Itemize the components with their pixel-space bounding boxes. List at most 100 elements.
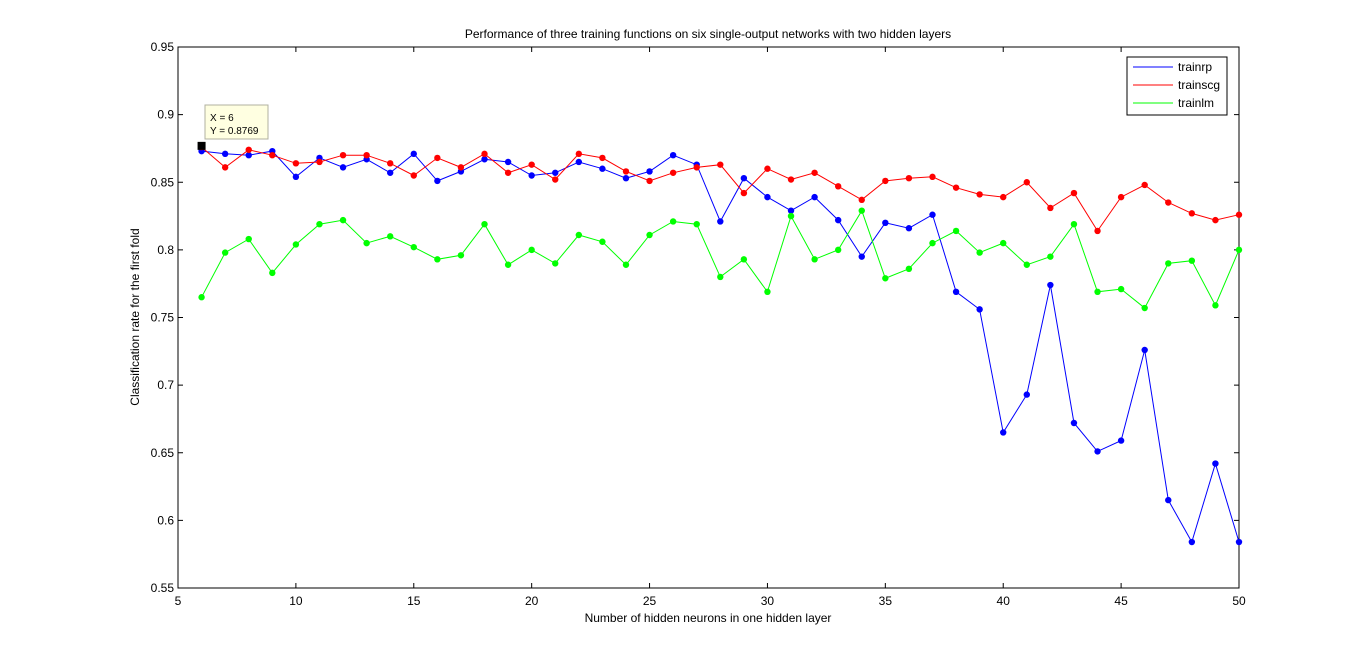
data-point-trainscg: [646, 177, 653, 185]
legend-label-trainlm: trainlm: [1178, 96, 1214, 110]
data-point-trainrp: [764, 193, 771, 201]
data-tip-x: X = 6: [210, 113, 234, 124]
data-point-trainlm: [1188, 257, 1196, 264]
data-point-trainlm: [669, 218, 677, 225]
data-point-trainlm: [363, 239, 370, 247]
data-point-trainlm: [929, 239, 936, 247]
data-point-trainrp: [292, 173, 300, 181]
data-point-trainscg: [1212, 216, 1219, 224]
data-point-trainrp: [1000, 429, 1007, 436]
data-point-trainrp: [882, 219, 889, 227]
data-point-trainlm: [1141, 304, 1148, 312]
y-tick-label: 0.95: [151, 40, 175, 54]
data-point-trainlm: [599, 238, 606, 245]
data-point-trainrp: [599, 165, 606, 172]
x-tick-label: 35: [879, 594, 893, 608]
data-point-trainlm: [316, 220, 323, 228]
y-axis-ticks: 0.55 0.6 0.65 0.7 0.75 0.8 0.85 0.9 0.95: [151, 40, 1239, 595]
data-point-trainscg: [363, 152, 370, 159]
data-point-trainlm: [198, 294, 205, 301]
data-point-trainrp: [1235, 538, 1243, 546]
data-point-trainlm: [1235, 246, 1243, 254]
data-tip-y: Y = 0.8769: [210, 126, 259, 137]
data-point-trainlm: [882, 275, 889, 282]
y-axis-label: Classification rate for the first fold: [128, 228, 142, 405]
data-point-trainlm: [269, 269, 276, 277]
data-point-trainscg: [717, 161, 724, 168]
data-point-trainrp: [976, 306, 983, 313]
x-tick-label: 15: [407, 594, 421, 608]
chart-title: Performance of three training functions …: [465, 27, 951, 41]
legend: trainrp trainscg trainlm: [1126, 56, 1228, 116]
data-point-trainlm: [693, 220, 700, 228]
x-tick-label: 45: [1114, 594, 1128, 608]
data-point-trainscg: [221, 164, 229, 171]
data-point-trainrp: [1165, 496, 1172, 504]
data-point-trainscg: [693, 164, 700, 171]
data-point-trainrp: [528, 172, 535, 179]
data-point-trainrp: [1047, 281, 1054, 289]
data-point-trainscg: [387, 160, 394, 167]
data-point-trainscg: [316, 158, 323, 166]
data-point-trainscg: [1141, 181, 1148, 189]
data-point-trainscg: [1117, 193, 1125, 201]
data-point-trainrp: [811, 193, 818, 201]
data-point-trainscg: [292, 160, 300, 167]
data-point-trainscg: [575, 150, 583, 158]
data-point-trainrp: [1212, 460, 1219, 467]
data-point-trainrp: [622, 174, 630, 182]
data-point-trainrp: [410, 150, 417, 158]
x-tick-label: 20: [525, 594, 539, 608]
data-point-trainlm: [457, 252, 465, 259]
data-point-trainrp: [1141, 346, 1148, 354]
data-point-trainrp: [1023, 391, 1030, 398]
data-point-trainscg: [952, 184, 960, 191]
data-point-trainrp: [339, 164, 347, 171]
data-point-trainlm: [504, 261, 512, 268]
data-point-trainlm: [528, 246, 535, 254]
x-axis-ticks: 5 10 15 20 25 30 35 40 45 50: [175, 47, 1246, 608]
series-trainrp: [198, 147, 1243, 546]
data-point-trainscg: [269, 152, 276, 159]
data-point-trainrp: [858, 253, 865, 260]
x-tick-label: 5: [175, 594, 182, 608]
data-point-trainrp: [434, 177, 441, 185]
data-point-trainlm: [552, 260, 559, 267]
y-tick-label: 0.7: [157, 378, 174, 392]
data-point-trainlm: [858, 207, 865, 214]
data-point-trainscg: [1235, 211, 1243, 218]
data-point-trainrp: [740, 174, 748, 182]
data-point-trainlm: [1070, 220, 1078, 228]
data-point-trainlm: [1094, 288, 1101, 296]
y-tick-label: 0.85: [151, 175, 175, 189]
y-tick-label: 0.8: [157, 243, 174, 257]
y-tick-label: 0.75: [151, 311, 175, 325]
data-point-trainscg: [528, 161, 535, 168]
data-point-trainlm: [1000, 239, 1007, 247]
data-point-trainscg: [552, 176, 559, 183]
data-point-trainlm: [834, 246, 842, 254]
data-point-trainlm: [811, 256, 818, 263]
data-point-trainscg: [481, 150, 488, 158]
data-point-trainrp: [646, 168, 653, 175]
data-point-trainlm: [434, 256, 441, 263]
data-point-trainscg: [504, 169, 512, 176]
data-tip[interactable]: X = 6 Y = 0.8769: [197, 104, 269, 150]
data-point-trainscg: [434, 154, 441, 162]
data-point-trainlm: [339, 216, 347, 224]
data-point-trainlm: [387, 233, 394, 240]
data-point-trainscg: [882, 177, 889, 185]
data-point-trainscg: [976, 191, 983, 198]
data-point-trainrp: [905, 225, 913, 232]
data-point-trainlm: [1117, 285, 1125, 293]
data-tip-marker[interactable]: [197, 141, 206, 150]
x-tick-label: 30: [761, 594, 775, 608]
data-point-trainlm: [410, 243, 417, 251]
data-point-trainscg: [764, 165, 771, 172]
data-point-trainrp: [952, 288, 960, 296]
data-point-trainscg: [787, 176, 795, 183]
data-point-trainscg: [669, 169, 677, 176]
data-point-trainlm: [646, 231, 653, 239]
data-point-trainlm: [905, 265, 913, 273]
data-point-trainscg: [622, 168, 630, 175]
